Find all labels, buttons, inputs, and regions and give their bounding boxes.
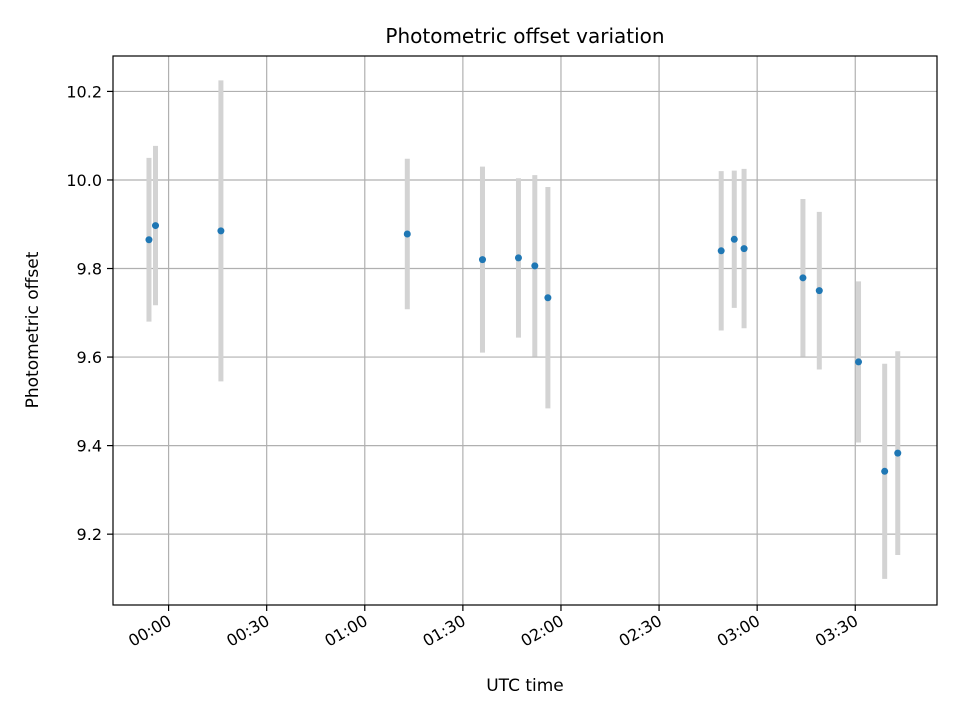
data-points xyxy=(145,222,902,475)
y-tick-label: 9.2 xyxy=(77,525,102,544)
data-point xyxy=(894,449,902,457)
data-point xyxy=(815,287,823,295)
data-point xyxy=(478,256,486,264)
data-point xyxy=(544,294,552,302)
data-point xyxy=(717,247,725,255)
chart-title: Photometric offset variation xyxy=(385,24,664,48)
data-point xyxy=(145,236,153,244)
y-tick-label: 9.8 xyxy=(77,260,102,279)
y-tick-label: 10.0 xyxy=(66,171,102,190)
y-tick-label: 9.4 xyxy=(77,437,102,456)
y-tick-label: 10.2 xyxy=(66,82,102,101)
x-axis-label: UTC time xyxy=(486,676,564,696)
y-tick-label: 9.6 xyxy=(77,348,102,367)
y-axis-ticks: 9.2 9.4 9.6 9.8 10.0 10.2 xyxy=(66,82,113,544)
data-point xyxy=(514,254,522,262)
data-point xyxy=(881,467,889,475)
data-point xyxy=(531,262,539,270)
y-axis-label: Photometric offset xyxy=(23,251,43,408)
data-point xyxy=(855,358,863,366)
data-point xyxy=(799,274,807,282)
data-point xyxy=(730,235,738,243)
grid xyxy=(113,56,937,605)
data-point xyxy=(217,227,225,235)
data-point xyxy=(403,230,411,238)
data-point xyxy=(740,245,748,253)
plot-area-frame xyxy=(112,55,938,606)
data-point xyxy=(152,222,160,230)
